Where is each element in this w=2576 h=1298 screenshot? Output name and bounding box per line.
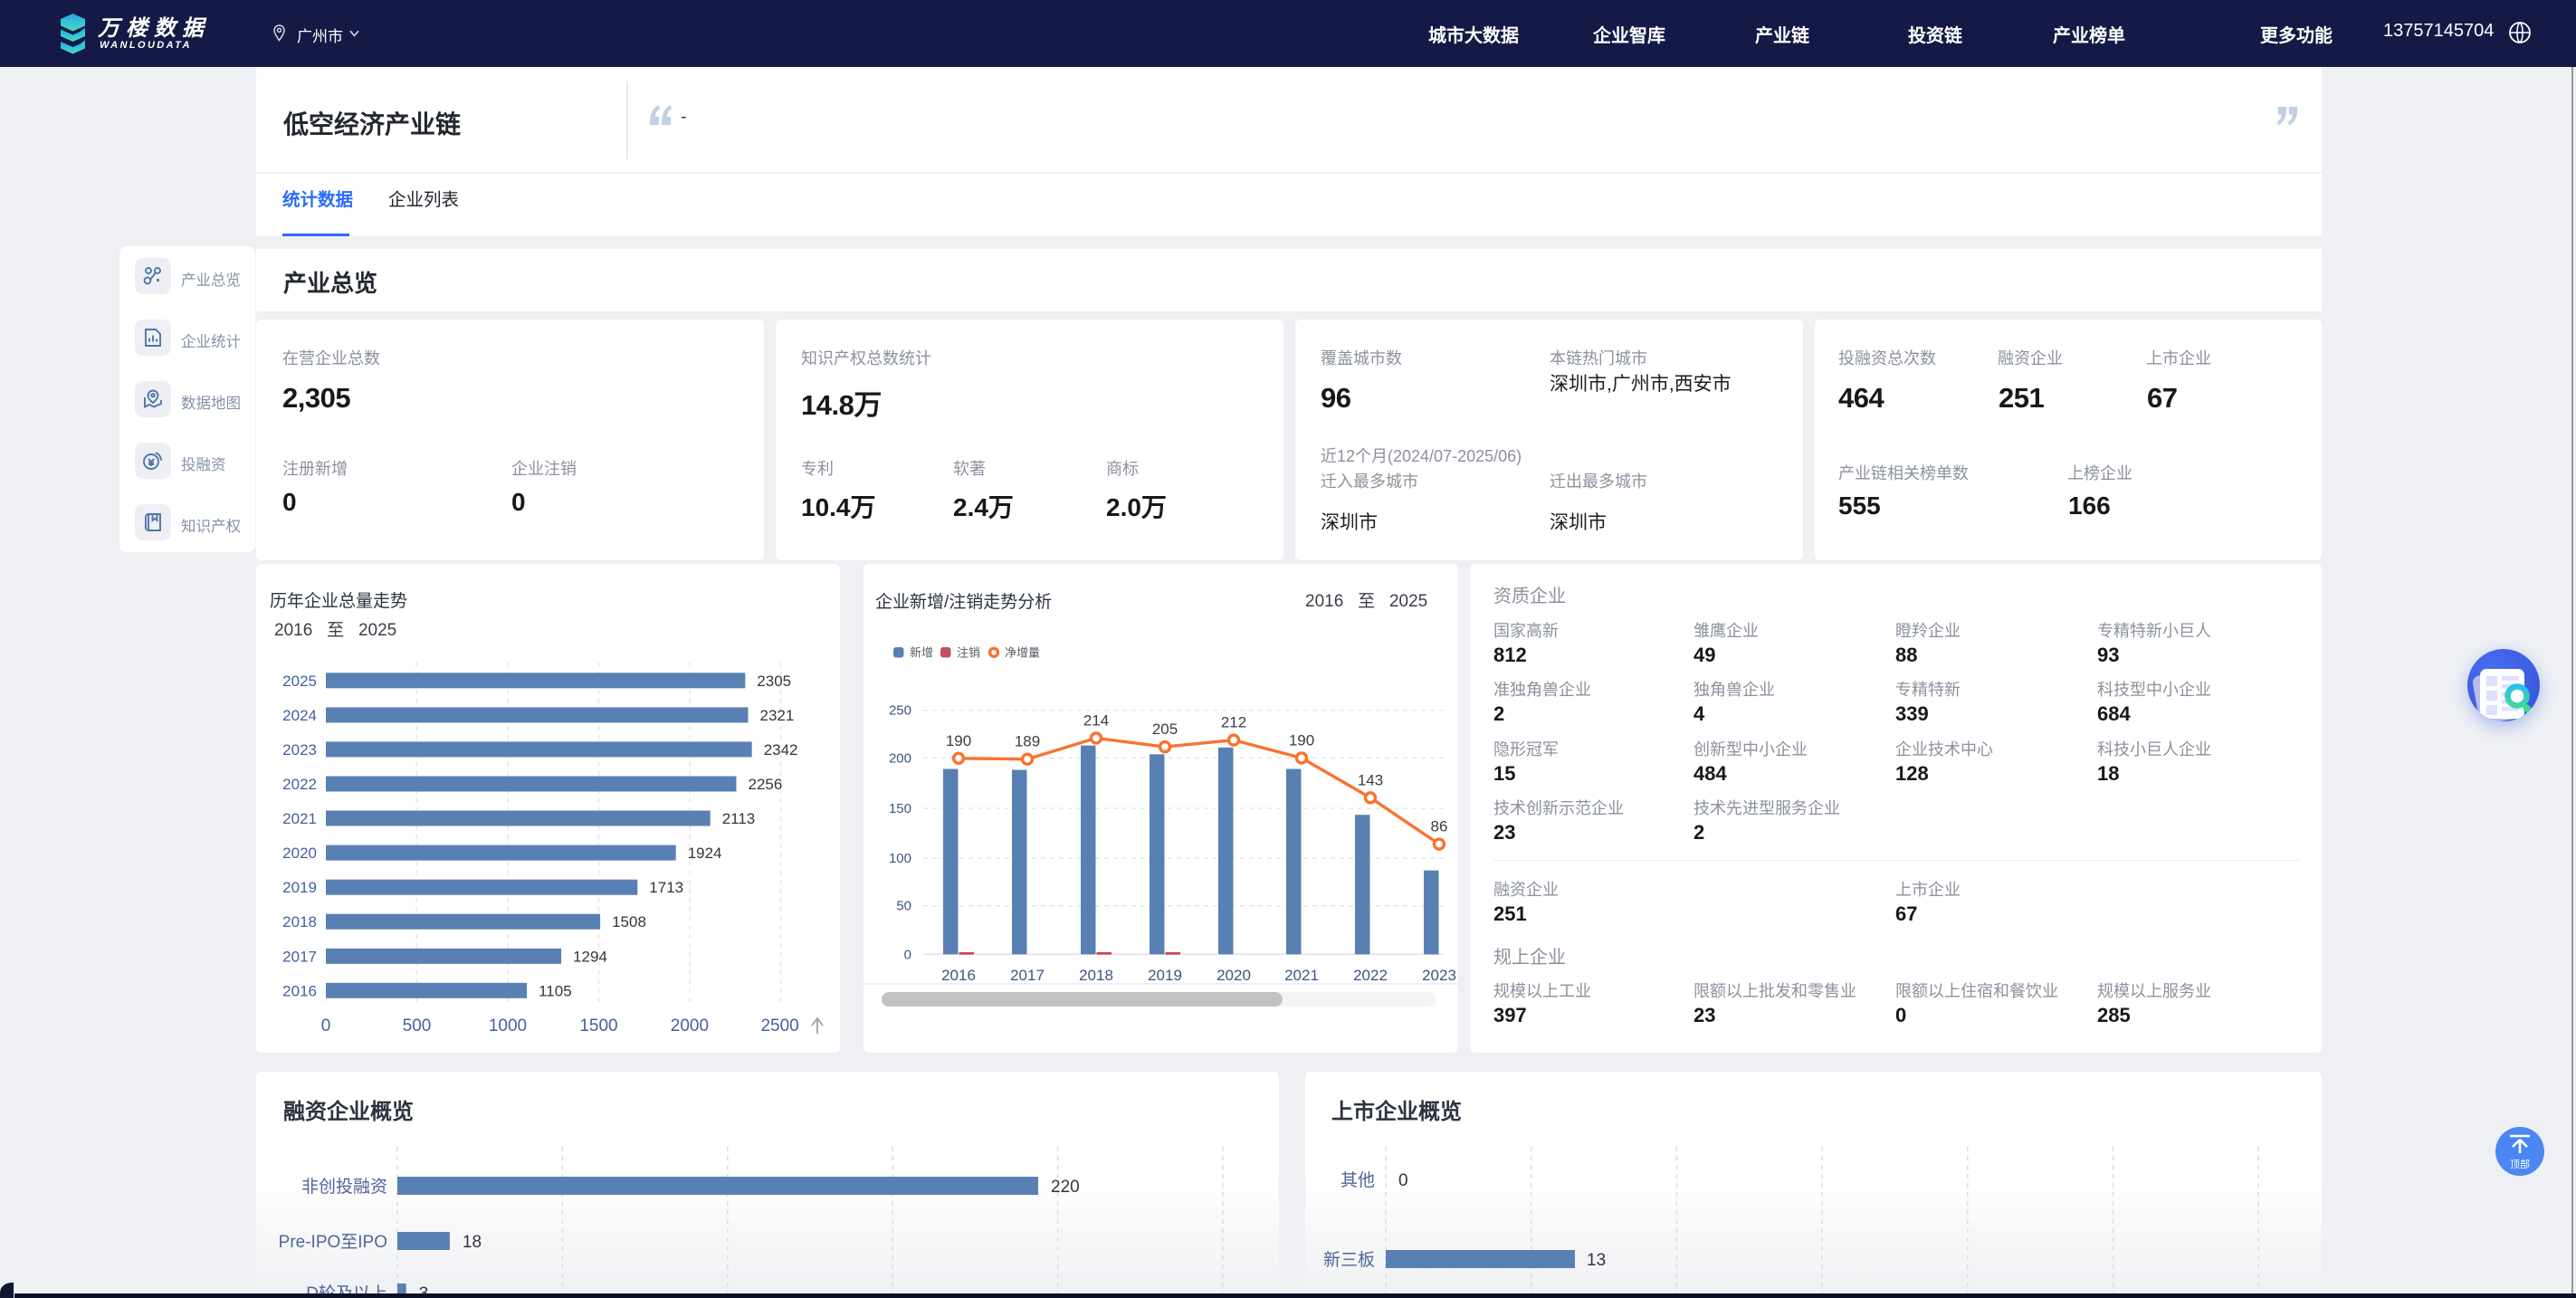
svg-text:100: 100 <box>889 851 911 866</box>
svg-text:1500: 1500 <box>579 1016 617 1036</box>
svg-text:1508: 1508 <box>612 913 646 931</box>
svg-text:2023: 2023 <box>1422 967 1456 984</box>
svg-text:2321: 2321 <box>760 707 795 724</box>
svg-text:新三板: 新三板 <box>1323 1250 1375 1270</box>
svg-text:0: 0 <box>1398 1171 1408 1190</box>
svg-text:新增: 新增 <box>910 646 933 660</box>
svg-text:143: 143 <box>1358 771 1383 788</box>
svg-text:0: 0 <box>321 1016 331 1036</box>
svg-text:其他: 其他 <box>1340 1170 1375 1190</box>
svg-text:205: 205 <box>1152 721 1178 738</box>
svg-text:2342: 2342 <box>764 741 798 759</box>
svg-text:13: 13 <box>1587 1251 1606 1270</box>
svg-text:2020: 2020 <box>1216 967 1251 984</box>
svg-text:2305: 2305 <box>757 673 791 690</box>
svg-text:0: 0 <box>904 947 911 962</box>
svg-text:1924: 1924 <box>688 845 722 862</box>
svg-text:2019: 2019 <box>1148 967 1182 984</box>
svg-text:200: 200 <box>889 750 911 766</box>
svg-text:2022: 2022 <box>1353 967 1388 984</box>
svg-text:净增量: 净增量 <box>1005 646 1040 660</box>
svg-text:1713: 1713 <box>649 879 683 896</box>
svg-text:2025: 2025 <box>282 673 317 690</box>
svg-text:18: 18 <box>463 1233 482 1252</box>
svg-text:190: 190 <box>1289 731 1314 749</box>
svg-text:非创投融资: 非创投融资 <box>301 1177 387 1197</box>
svg-text:Pre-IPO至IPO: Pre-IPO至IPO <box>279 1233 387 1252</box>
svg-text:2023: 2023 <box>282 741 317 759</box>
svg-text:500: 500 <box>403 1016 432 1036</box>
svg-text:250: 250 <box>889 703 911 719</box>
svg-text:1000: 1000 <box>489 1016 527 1036</box>
svg-text:2018: 2018 <box>282 913 317 931</box>
svg-text:2024: 2024 <box>282 707 317 724</box>
svg-text:2113: 2113 <box>722 810 756 827</box>
svg-text:2019: 2019 <box>282 879 317 896</box>
svg-text:189: 189 <box>1015 733 1040 750</box>
svg-text:2021: 2021 <box>1284 967 1319 984</box>
svg-text:214: 214 <box>1083 711 1109 729</box>
svg-text:2018: 2018 <box>1079 967 1113 984</box>
svg-text:2021: 2021 <box>282 810 317 827</box>
svg-text:86: 86 <box>1431 818 1448 835</box>
svg-text:212: 212 <box>1221 714 1246 731</box>
svg-text:150: 150 <box>889 801 911 816</box>
svg-text:2000: 2000 <box>671 1016 709 1036</box>
svg-text:2020: 2020 <box>282 845 317 862</box>
svg-text:1105: 1105 <box>539 982 572 999</box>
svg-text:2256: 2256 <box>749 776 783 793</box>
svg-text:2016: 2016 <box>282 982 317 999</box>
svg-text:注销: 注销 <box>957 646 980 660</box>
svg-text:50: 50 <box>896 899 911 914</box>
svg-text:2016: 2016 <box>941 967 976 984</box>
svg-text:2022: 2022 <box>282 776 317 793</box>
svg-text:1294: 1294 <box>573 948 607 965</box>
svg-text:220: 220 <box>1051 1178 1080 1197</box>
svg-text:2017: 2017 <box>282 948 317 965</box>
svg-text:3: 3 <box>419 1284 429 1298</box>
svg-text:190: 190 <box>946 732 971 749</box>
svg-text:2500: 2500 <box>760 1016 798 1036</box>
svg-text:2017: 2017 <box>1010 967 1045 984</box>
